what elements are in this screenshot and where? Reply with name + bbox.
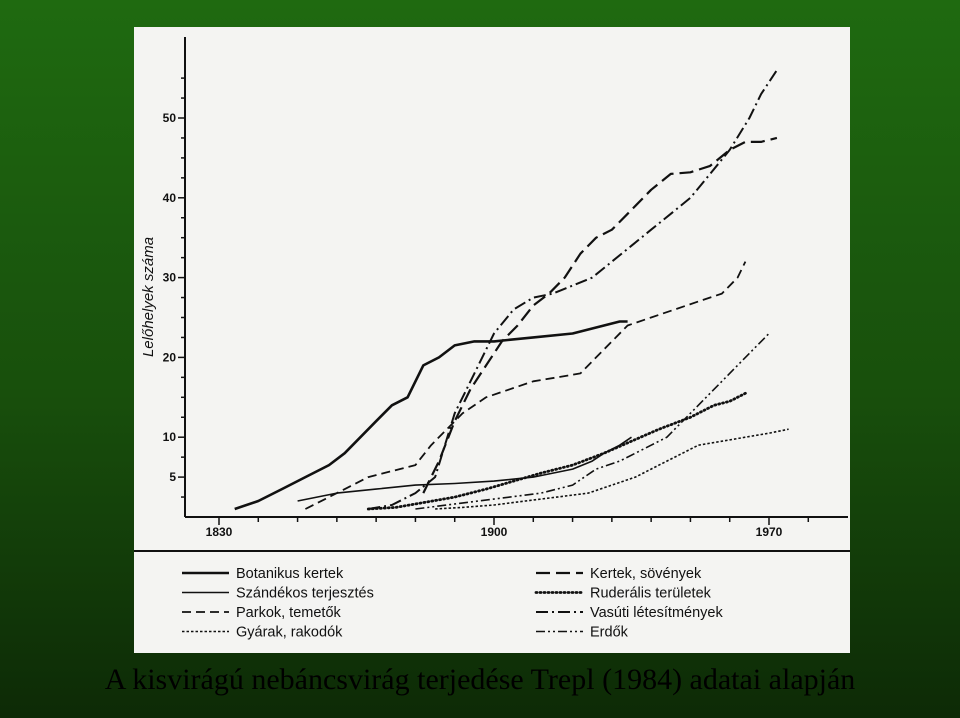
series-line-8 — [415, 332, 770, 510]
series-line-2 — [422, 136, 778, 494]
x-tick-label: 1970 — [756, 525, 783, 539]
chart-axes: 5 10 20 30 40 50 1830 1900 1970 Lelőhelyek száma — [134, 37, 850, 552]
legend-label: Botanikus kertek — [236, 566, 344, 582]
y-tick-label: 40 — [163, 191, 177, 205]
legend-label: Gyárak, rakodók — [236, 625, 343, 641]
chart-series — [234, 69, 789, 511]
series-line-5 — [304, 261, 747, 510]
chart-legend: Botanikus kertek Szándékos terjesztés Park… — [182, 566, 723, 641]
y-tick-label: 10 — [163, 430, 177, 444]
series-line-3 — [297, 436, 632, 502]
series-line-6 — [368, 69, 778, 510]
figure-caption: A kisvirágú nebáncsvirág terjedése Trepl… — [104, 663, 856, 696]
chart-figure: 5 10 20 30 40 50 1830 1900 1970 Lelőhelyek száma … — [134, 27, 850, 653]
x-tick-label: 1900 — [481, 525, 508, 539]
legend-label: Kertek, sövények — [590, 566, 702, 582]
y-tick-label: 20 — [163, 350, 177, 364]
legend-label: Ruderális területek — [590, 586, 712, 602]
y-tick-label: 30 — [163, 271, 177, 285]
series-line-1 — [234, 320, 628, 511]
series-line-7 — [435, 428, 789, 510]
legend-label: Parkok, temetők — [236, 605, 342, 621]
x-tick-label: 1830 — [206, 525, 233, 539]
legend-label: Erdők — [590, 625, 629, 641]
y-tick-label: 5 — [169, 470, 176, 484]
legend-label: Szándékos terjesztés — [236, 586, 374, 602]
y-tick-label: 50 — [163, 111, 177, 125]
legend-label: Vasúti létesítmények — [590, 605, 723, 621]
y-axis-label: Lelőhelyek száma — [140, 237, 157, 357]
series-line-4 — [366, 391, 747, 511]
